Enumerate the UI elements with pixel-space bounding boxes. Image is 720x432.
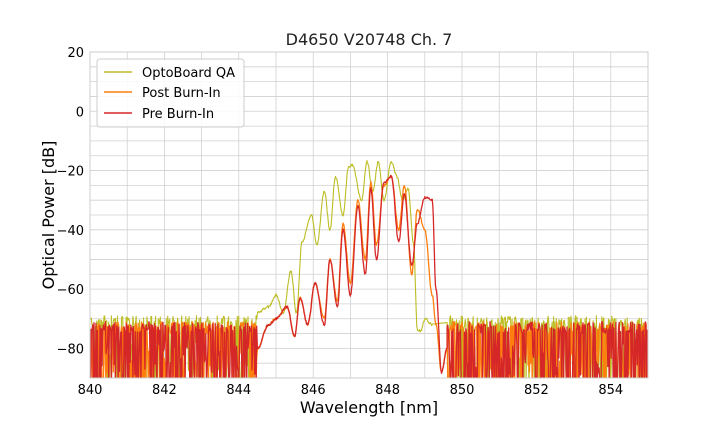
x-tick-labels: 840 842 844 846 848 850 852 854 bbox=[78, 383, 624, 398]
x-axis-label: Wavelength [nm] bbox=[300, 398, 438, 417]
y-tick-labels: −80 −60 −40 −20 0 20 bbox=[57, 46, 84, 357]
x-tick-label: 846 bbox=[301, 383, 326, 398]
y-tick-label: −20 bbox=[57, 165, 84, 180]
y-tick-label: −60 bbox=[57, 283, 84, 298]
y-tick-label: −40 bbox=[57, 224, 84, 239]
x-tick-label: 842 bbox=[152, 383, 177, 398]
y-tick-label: −80 bbox=[57, 342, 84, 357]
legend-box bbox=[96, 58, 245, 128]
x-tick-label: 854 bbox=[598, 383, 623, 398]
x-tick-label: 850 bbox=[450, 383, 475, 398]
legend-label-pre-burn-in: Pre Burn-In bbox=[142, 107, 214, 122]
x-tick-label: 852 bbox=[524, 383, 549, 398]
x-tick-label: 844 bbox=[226, 383, 251, 398]
legend: OptoBoard QA Post Burn-In Pre Burn-In bbox=[96, 58, 245, 128]
chart-title: D4650 V20748 Ch. 7 bbox=[286, 30, 453, 49]
plot-frame bbox=[89, 51, 649, 379]
legend-label-post-burn-in: Post Burn-In bbox=[142, 86, 221, 101]
y-tick-label: 0 bbox=[76, 105, 84, 120]
series-line-pre-burn-in bbox=[90, 174, 648, 378]
x-tick-label: 840 bbox=[78, 383, 103, 398]
series-layer bbox=[90, 160, 648, 378]
x-tick-label: 848 bbox=[375, 383, 400, 398]
y-tick-label: 20 bbox=[67, 46, 84, 61]
y-axis-label: Optical Power [dB] bbox=[39, 141, 58, 290]
legend-label-optoboard-qa: OptoBoard QA bbox=[142, 66, 235, 81]
